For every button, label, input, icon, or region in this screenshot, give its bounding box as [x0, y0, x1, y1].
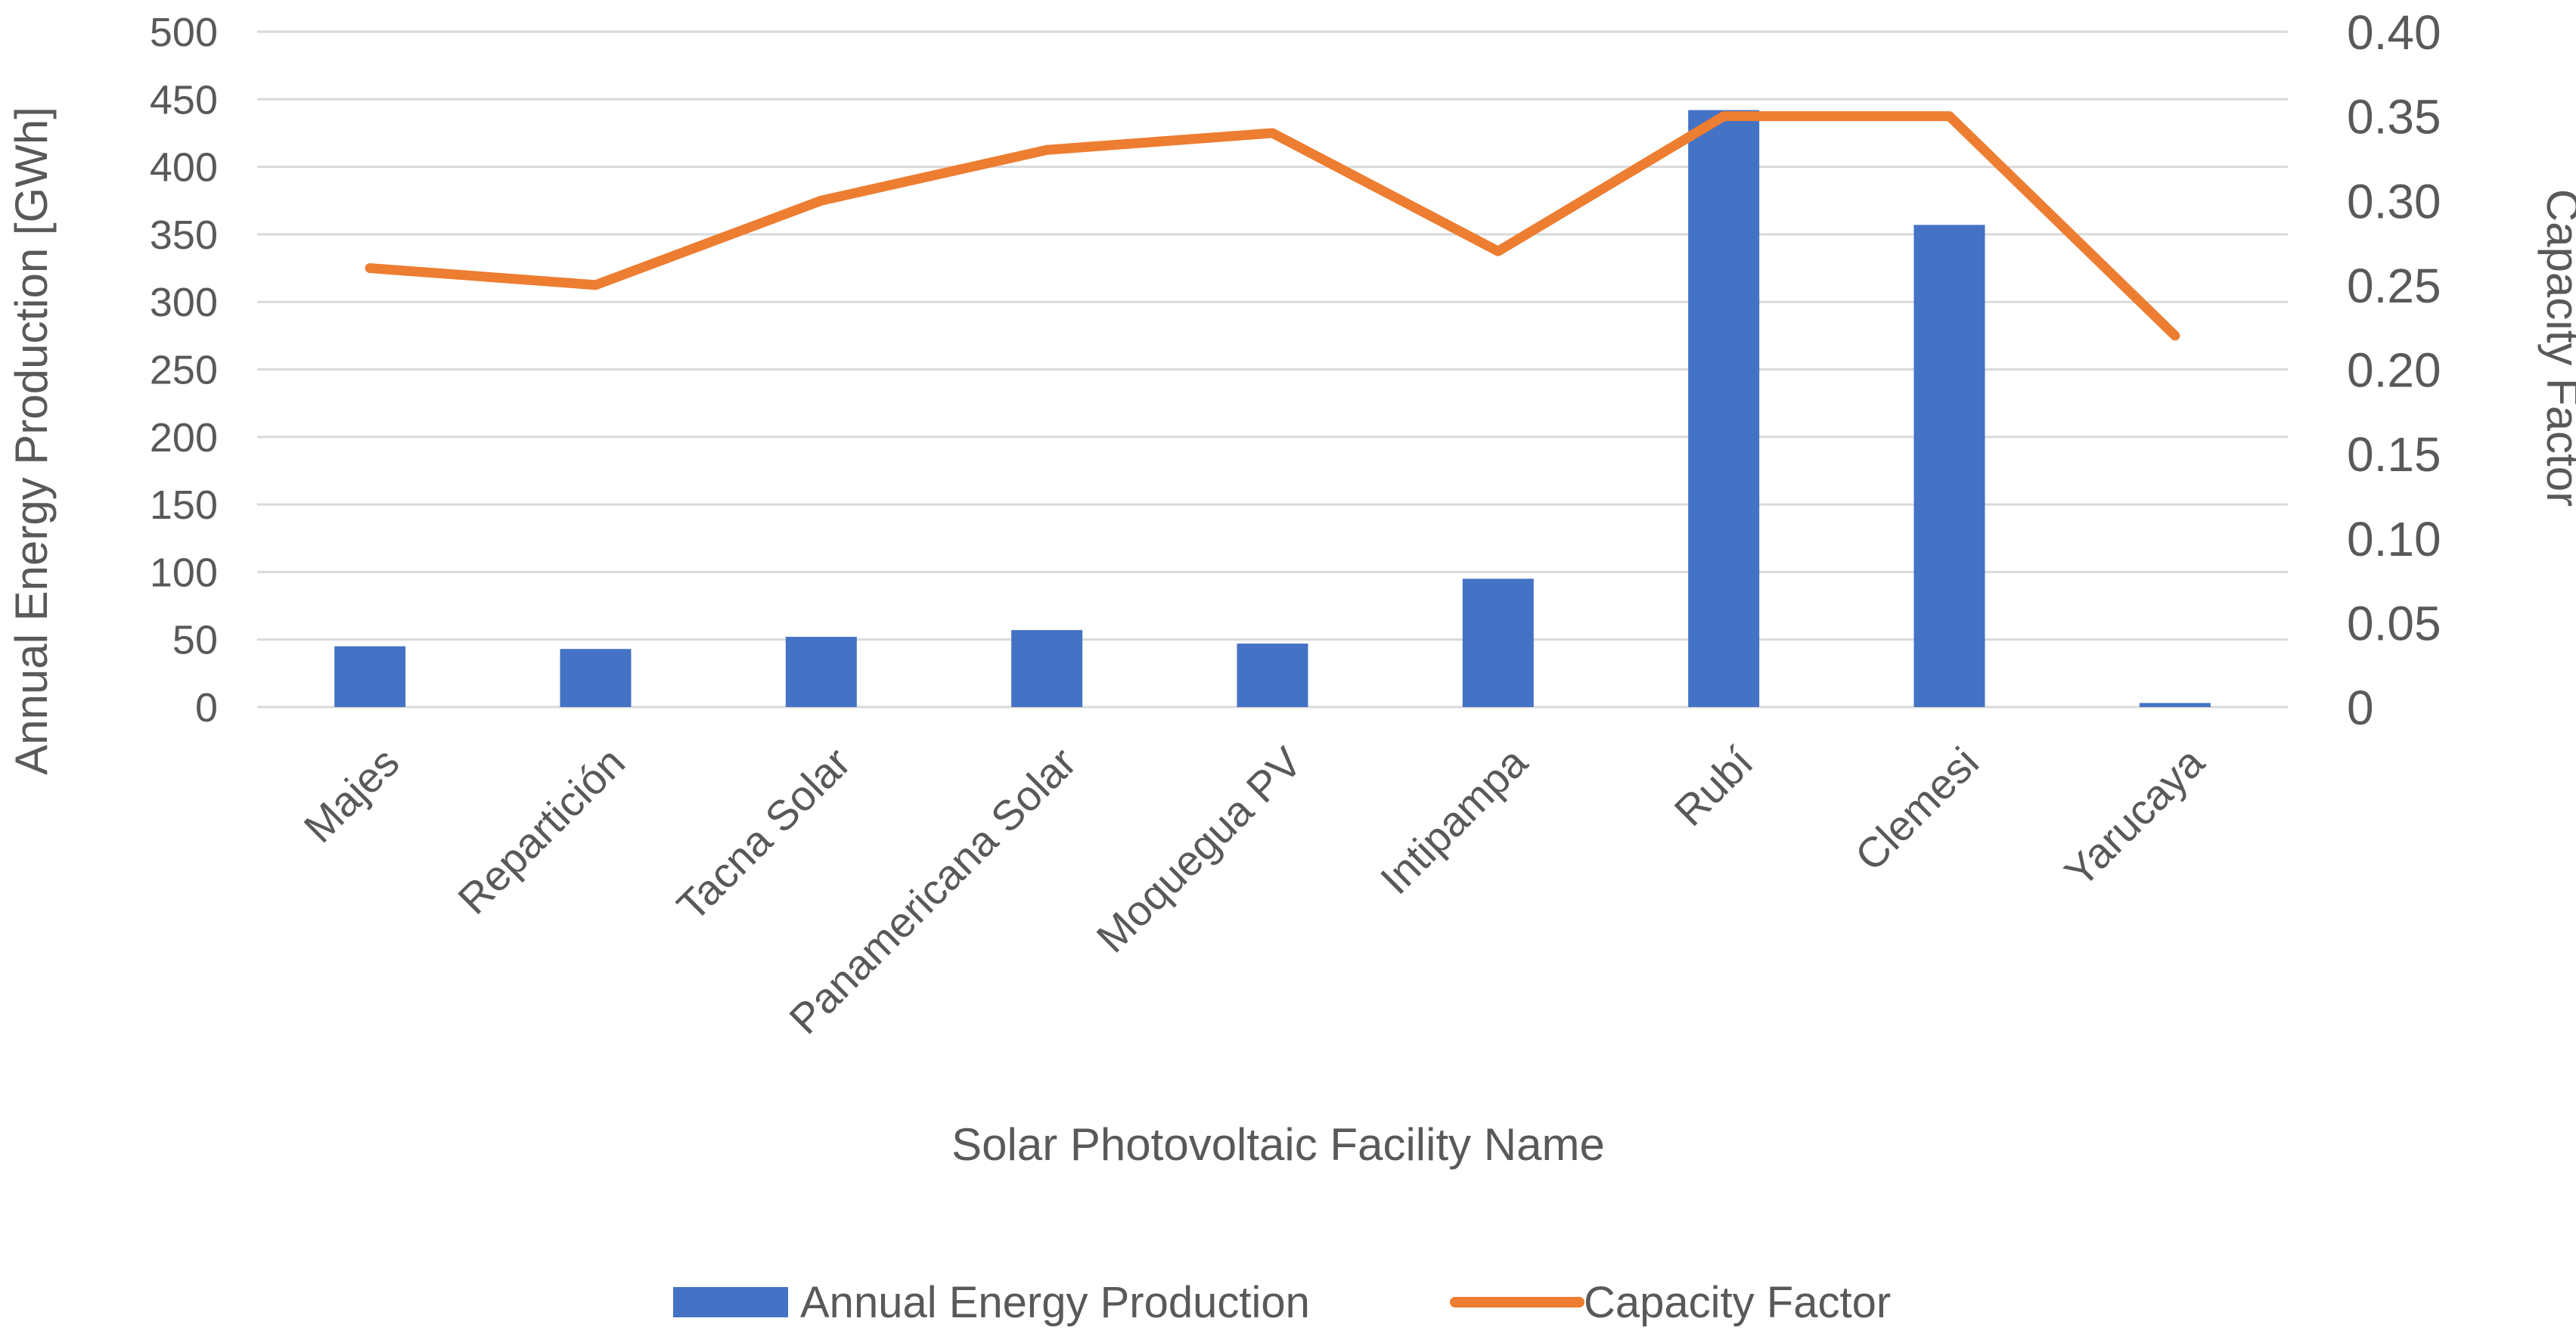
category-label: Yarucaya — [2055, 737, 2213, 895]
y2-tick-label: 0 — [2347, 681, 2374, 735]
bar-series — [334, 110, 2211, 707]
line-point — [2174, 334, 2176, 337]
line-point — [369, 267, 371, 269]
category-label: Moquegua PV — [1087, 737, 1311, 961]
line-point — [1046, 149, 1048, 151]
y-tick-label: 250 — [150, 348, 218, 393]
right-axis-ticks: 0 0.05 0.10 0.15 0.20 0.25 0.30 0.35 0.40 — [2347, 5, 2441, 735]
x-axis-title: Solar Photovoltaic Facility Name — [951, 1119, 1605, 1170]
category-label: Majes — [294, 738, 408, 851]
category-labels: Majes Repartición Tacna SolarPanamericana … — [294, 737, 2213, 1043]
y-tick-label: 0 — [195, 685, 218, 730]
category-label: Intipampa — [1371, 737, 1537, 903]
bar-clemesi — [1913, 225, 1985, 707]
line-point — [594, 284, 597, 286]
bar-panamericana-solar — [1011, 630, 1083, 707]
y2-tick-label: 0.40 — [2347, 5, 2441, 60]
y2-axis-title: Capacity Factor — [2537, 189, 2576, 507]
y2-tick-label: 0.30 — [2347, 174, 2441, 228]
category-label: Tacna Solar — [668, 738, 860, 930]
category-label: Repartición — [448, 738, 634, 923]
y-tick-label: 500 — [150, 10, 218, 55]
line-series — [365, 111, 2180, 341]
bar-rub- — [1688, 110, 1760, 707]
y2-tick-label: 0.25 — [2347, 259, 2441, 313]
y2-tick-label: 0.05 — [2347, 596, 2441, 650]
y-tick-label: 400 — [150, 145, 218, 191]
legend: Annual Energy Production Capacity Factor — [673, 1278, 1891, 1327]
line-point — [1271, 132, 1274, 134]
y2-tick-label: 0.35 — [2347, 90, 2441, 144]
category-label: Clemesi — [1845, 738, 1988, 880]
legend-bar-label: Annual Energy Production — [800, 1278, 1310, 1327]
bar-intipampa — [1462, 578, 1534, 707]
y-tick-label: 50 — [172, 618, 218, 663]
y-tick-label: 300 — [150, 280, 218, 325]
category-label: Rubí — [1665, 738, 1762, 836]
line-point — [820, 200, 822, 202]
bar-moquegua-pv — [1237, 644, 1308, 707]
y2-tick-label: 0.10 — [2347, 512, 2441, 566]
bar-majes — [334, 646, 406, 707]
y-tick-label: 450 — [150, 77, 218, 123]
y-tick-label: 100 — [150, 550, 218, 595]
bar-tacna-solar — [785, 637, 857, 707]
y-tick-label: 350 — [150, 212, 218, 258]
y-tick-label: 200 — [150, 415, 218, 461]
legend-bar-swatch — [673, 1287, 788, 1317]
line-point — [1948, 115, 1951, 117]
y2-tick-label: 0.15 — [2347, 427, 2441, 482]
legend-line-label: Capacity Factor — [1584, 1278, 1891, 1327]
left-axis-ticks: 0 50 100 150 200 250 300 350 400 450 500 — [150, 10, 218, 730]
line-point — [1723, 115, 1725, 117]
bar-repartici-n — [560, 649, 632, 707]
gridlines — [257, 30, 2288, 709]
bar-yarucaya — [2139, 703, 2211, 707]
y-tick-label: 150 — [150, 482, 218, 528]
line-point — [1497, 250, 1499, 253]
y2-tick-label: 0.20 — [2347, 343, 2441, 398]
y-axis-title: Annual Energy Production [GWh] — [6, 107, 57, 775]
